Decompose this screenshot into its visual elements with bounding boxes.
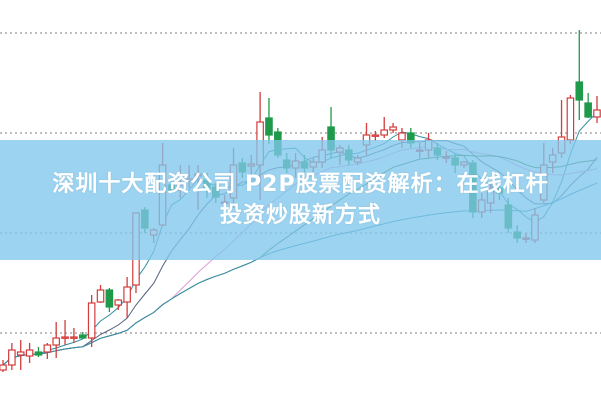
candle-body: [105, 289, 114, 308]
candle-body: [114, 299, 123, 306]
candle-body: [389, 126, 397, 131]
candle-body: [8, 349, 16, 366]
candle-body: [380, 129, 389, 136]
candle-body: [0, 364, 7, 371]
title-line-2: 投资炒股新方式: [219, 203, 381, 228]
title-banner: 深圳十大配资公司 P2P股票配资解析：在线杠杆 投资炒股新方式: [0, 140, 601, 260]
title-line-1: 深圳十大配资公司 P2P股票配资解析：在线杠杆: [52, 172, 549, 197]
candle-body: [265, 117, 273, 136]
candle-body: [123, 286, 131, 303]
candle-body: [371, 134, 380, 137]
candle-body: [25, 349, 34, 357]
candle-body: [593, 109, 601, 118]
candle-body: [34, 351, 43, 356]
candle-body: [78, 334, 87, 339]
candle-body: [61, 336, 69, 339]
candle-body: [584, 102, 592, 118]
candle-body: [566, 97, 575, 141]
candle-body: [96, 289, 105, 303]
candle-body: [87, 302, 96, 339]
candle-body: [575, 81, 584, 101]
candle-body: [52, 337, 60, 346]
candle-body: [16, 351, 25, 356]
candle-body: [70, 336, 78, 339]
candle-body: [398, 132, 406, 141]
candle-body: [43, 344, 52, 353]
